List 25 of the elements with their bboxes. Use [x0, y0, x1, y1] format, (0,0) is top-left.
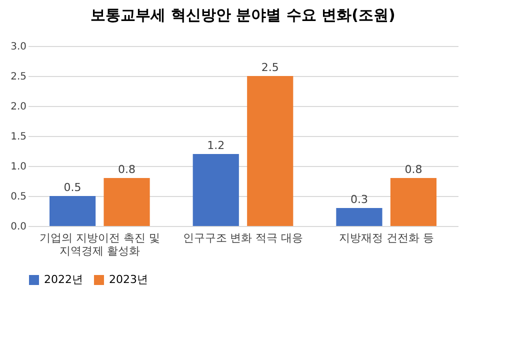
x-tick-label: 지방재정 건전화 등	[338, 232, 434, 244]
bar	[50, 196, 96, 226]
y-tick-label: 0.5	[10, 192, 26, 202]
data-label: 0.8	[118, 163, 136, 176]
y-tick-label: 3.0	[10, 42, 26, 52]
legend-label: 2022년	[44, 273, 83, 286]
bar	[390, 178, 436, 226]
chart-title: 보통교부세 혁신방안 분야별 수요 변화(조원)	[90, 6, 396, 24]
bar	[336, 208, 382, 226]
data-label: 0.3	[350, 193, 368, 206]
data-label: 2.5	[261, 61, 279, 74]
x-tick-label: 인구구조 변화 적극 대응	[182, 232, 304, 244]
bar	[104, 178, 150, 226]
legend-label: 2023년	[109, 273, 148, 286]
y-tick-label: 2.0	[10, 102, 26, 112]
bar	[247, 76, 294, 226]
data-label: 1.2	[207, 139, 225, 152]
bar	[192, 154, 239, 226]
data-label: 0.5	[64, 181, 82, 194]
y-tick-label: 1.0	[10, 162, 26, 172]
y-tick-label: 2.5	[10, 72, 26, 82]
y-tick-label: 0.0	[10, 222, 26, 232]
x-tick-label: 기업의 지방이전 촉진 및 지역경제 활성화	[39, 232, 160, 258]
data-label: 0.8	[404, 163, 422, 176]
y-tick-label: 1.5	[10, 132, 26, 142]
